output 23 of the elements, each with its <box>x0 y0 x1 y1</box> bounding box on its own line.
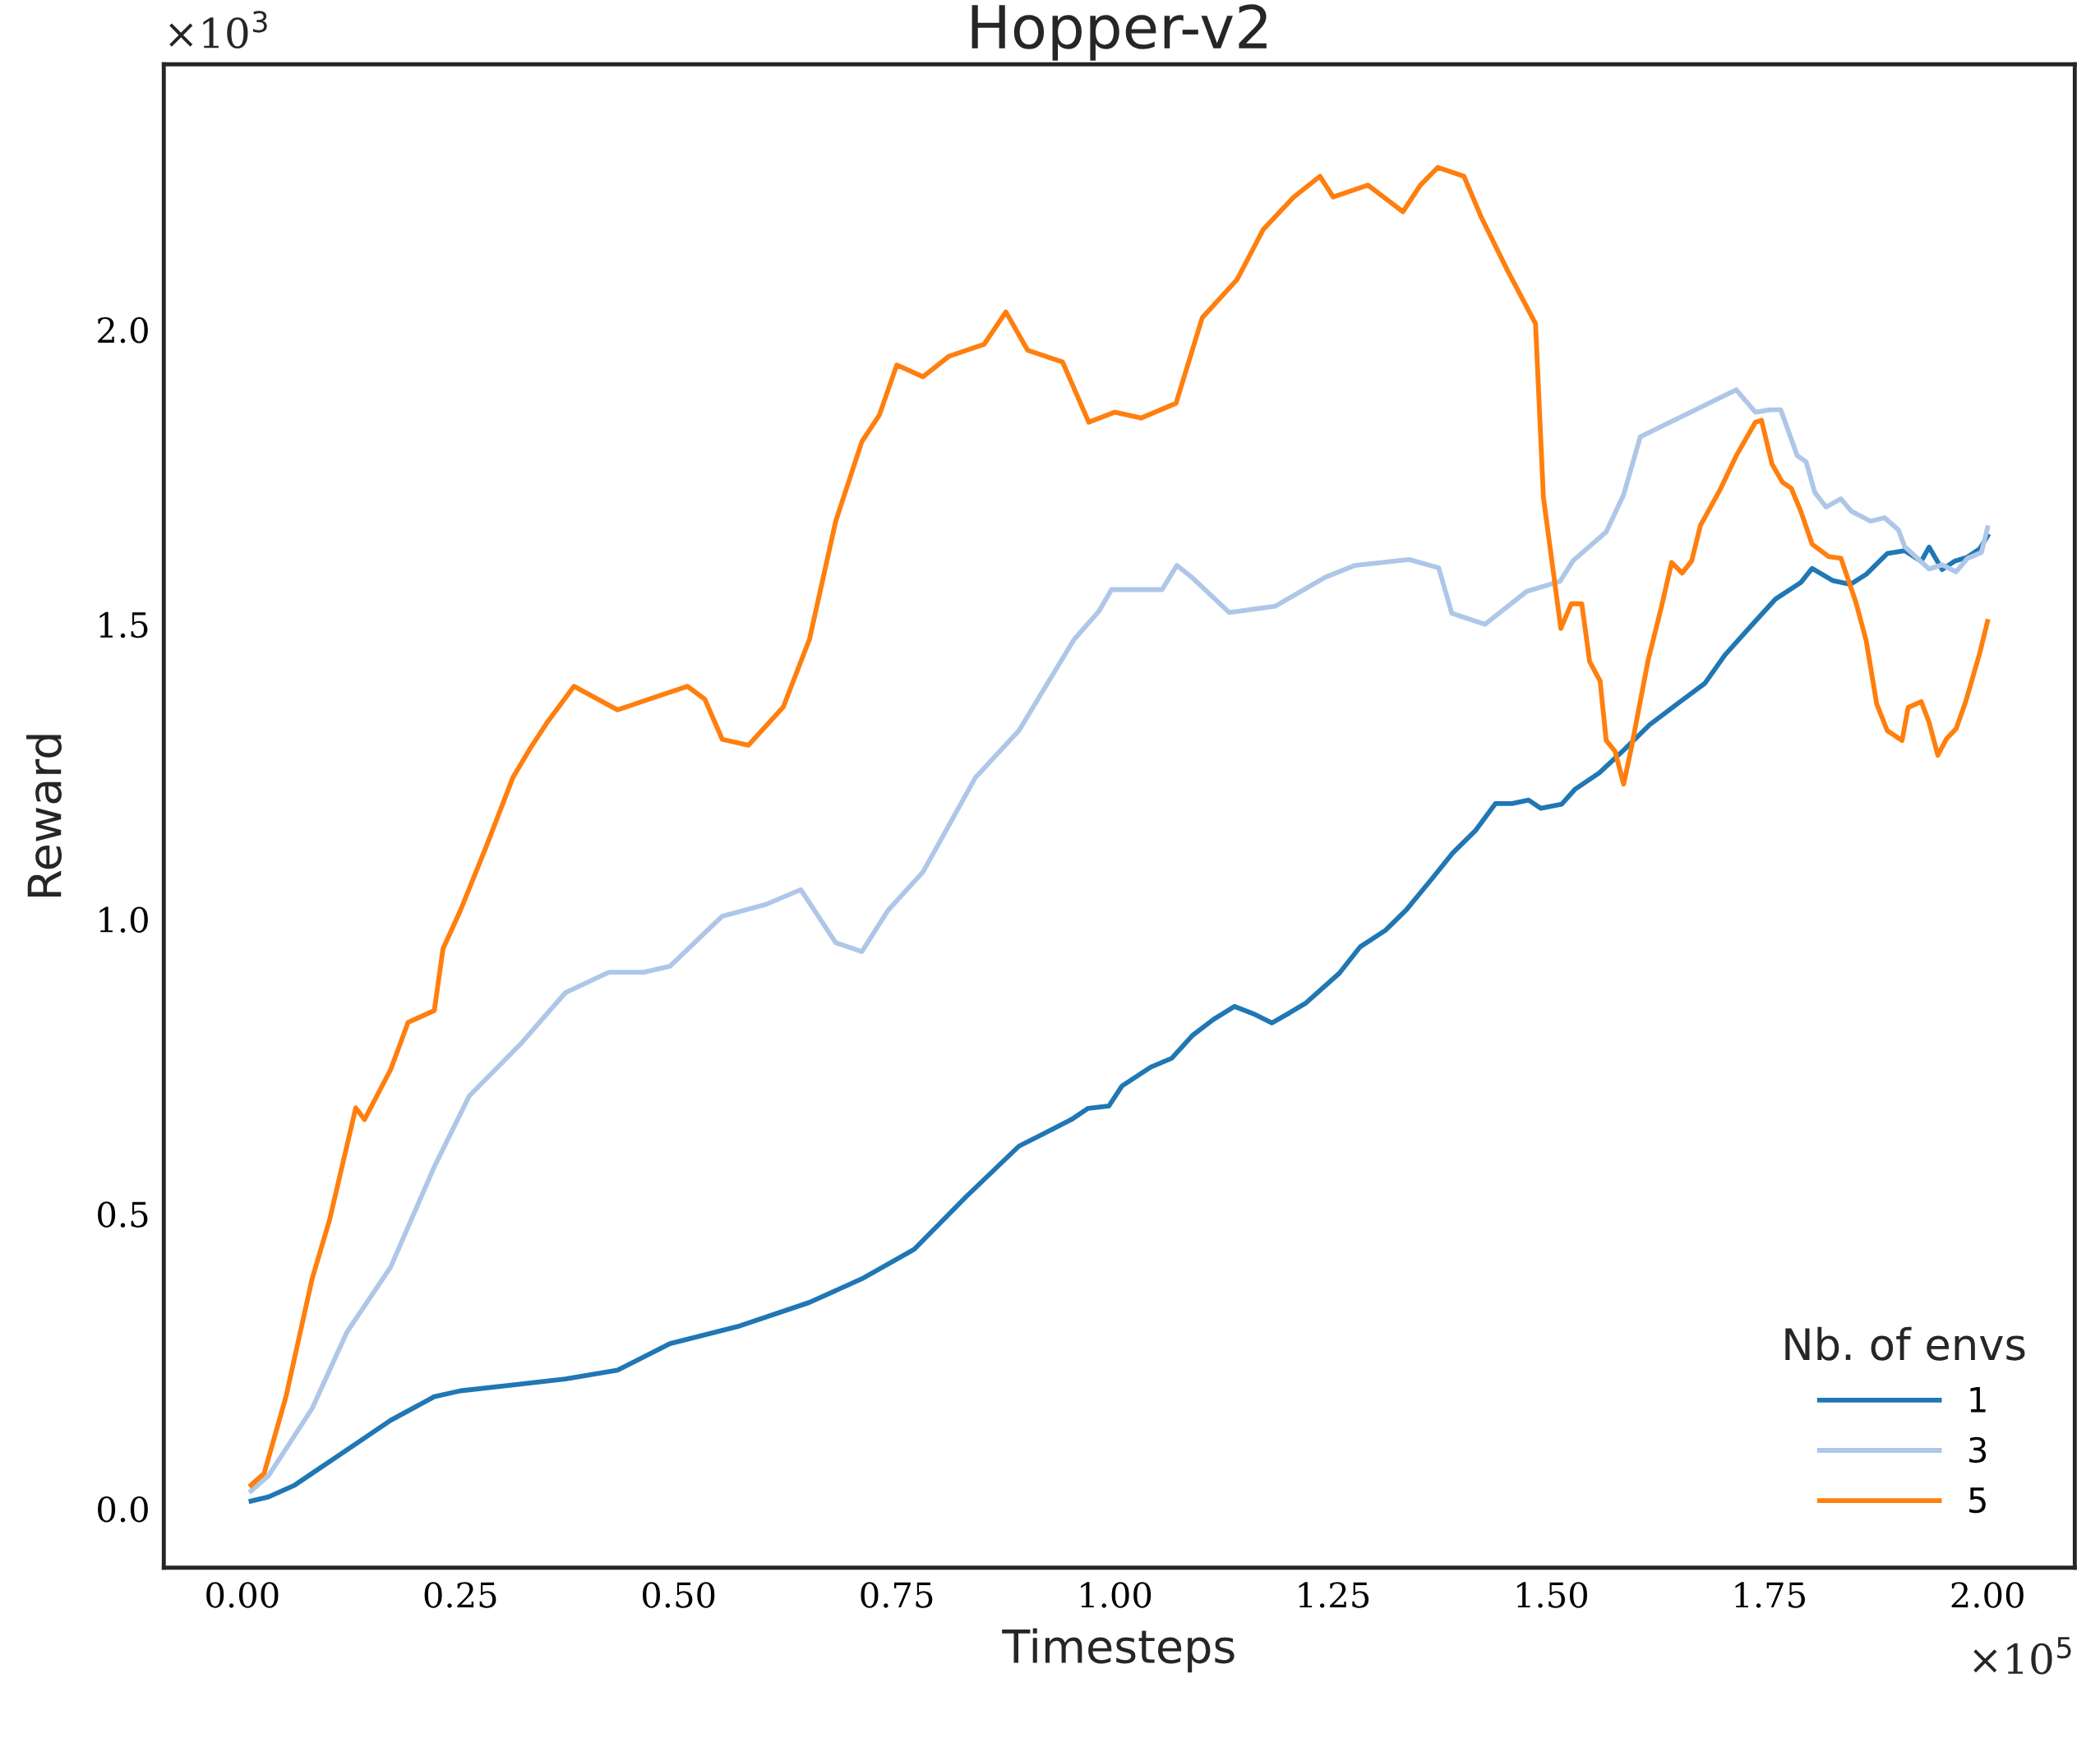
x-tick-label: 0.50 <box>643 1582 715 1608</box>
x-tick-label: 2.00 <box>1951 1582 2024 1608</box>
x-tick-label: 1.50 <box>1517 1582 1587 1608</box>
x-tick-label: 0.00 <box>206 1582 279 1608</box>
y-axis-title: Reward <box>26 735 62 897</box>
x-axis-title: Timesteps <box>1002 1628 1235 1673</box>
x-tick-label: 1.25 <box>1299 1582 1369 1608</box>
legend-label: 1 <box>1970 1387 1986 1413</box>
y-tick-label: 1.5 <box>99 611 148 638</box>
chart-title: Hopper-v2 <box>972 4 1267 61</box>
legend-label: 3 <box>1969 1436 1987 1464</box>
legend-label: 5 <box>1969 1487 1986 1514</box>
y-tick-label: 2.0 <box>98 317 148 343</box>
legend-title: Nb. of envs <box>1785 1326 2025 1361</box>
y-tick-label: 1.0 <box>99 906 148 933</box>
text: ×10$^{5}$ <box>1973 1637 2071 1675</box>
y-tick-label: 0.0 <box>98 1496 148 1523</box>
text: ×10$^{3}$ <box>169 11 267 49</box>
x-tick-label: 1.00 <box>1081 1582 1152 1608</box>
x-tick-label: 1.75 <box>1735 1582 1805 1608</box>
y-tick-label: 0.5 <box>98 1201 148 1228</box>
x-tick-label: 0.25 <box>424 1582 496 1608</box>
x-tick-label: 0.75 <box>861 1582 933 1608</box>
